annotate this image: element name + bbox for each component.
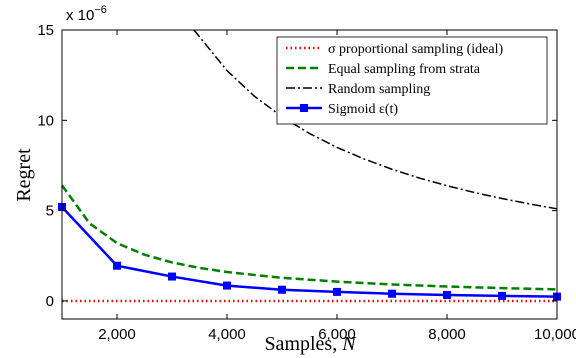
legend-label: Equal sampling from strata [328,62,481,77]
legend: σ proportional sampling (ideal) Equal sam… [276,36,548,125]
y-multiplier-base: x 10 [66,7,94,24]
data-point [223,281,231,290]
data-point [168,272,176,281]
legend-label: Random sampling [328,82,430,97]
y-multiplier-exponent: −6 [94,4,107,16]
y-axis-title: Regret [13,148,35,202]
x-axis-title: Samples, N [264,333,357,355]
y-tick-label: 10 [37,112,54,129]
legend-marker [300,104,308,112]
x-tick-label: 6,000 [318,326,356,343]
x-axis: 2,000 4,000 6,000 8,000 10,000 [98,30,576,343]
x-axis-title-var: N [341,333,357,355]
data-point [333,287,341,296]
x-tick-label: 10,000 [534,326,576,343]
y-tick-label: 5 [46,203,54,220]
y-tick-label: 15 [37,22,54,39]
y-multiplier: x 10−6 [66,4,107,24]
x-tick-label: 4,000 [208,326,246,343]
data-point [278,285,286,294]
data-point [388,289,396,298]
y-axis: 0 5 10 15 [37,22,557,310]
plot-frame [61,29,558,320]
legend-box [276,36,548,125]
series-line-equal-sampling-from-strata [60,184,558,291]
x-axis-title-text: Samples, [264,333,342,355]
series-line-sigmoid-t [61,206,558,298]
legend-label: Sigmoid ε(t) [328,102,398,117]
y-tick-label: 0 [46,293,54,310]
legend-label: σ proportional sampling (ideal) [328,42,503,57]
data-point [113,261,121,270]
x-tick-label: 8,000 [428,326,466,343]
legend-items: σ proportional sampling (ideal) Equal sam… [286,42,503,117]
x-tick-label: 2,000 [98,326,136,343]
data-point [498,291,506,300]
data-point [443,290,451,299]
